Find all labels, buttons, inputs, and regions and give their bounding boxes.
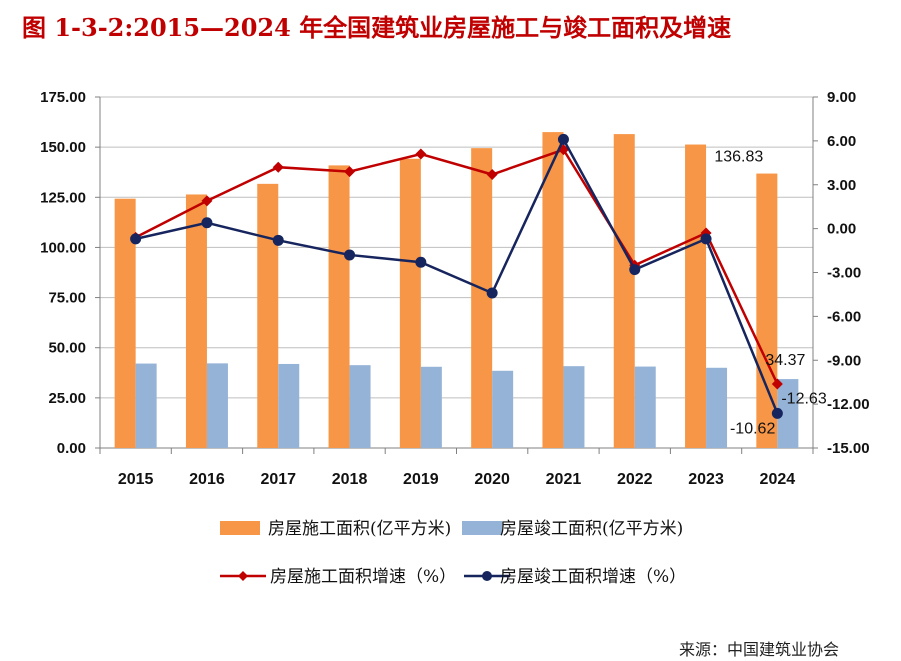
title-prefix: 图 xyxy=(22,14,55,42)
y-right-tick: -12.00 xyxy=(827,396,870,413)
construction-area-bar xyxy=(542,132,564,448)
x-tick-label: 2015 xyxy=(118,471,154,488)
completion-area-bar xyxy=(706,367,728,448)
legend-label: 房屋竣工面积(亿平方米) xyxy=(500,519,683,539)
completion-growth-point xyxy=(486,287,498,299)
construction-area-bar xyxy=(328,165,350,449)
completion-area-bar xyxy=(349,365,371,448)
chart-title: 图 1-3-2:2015—2024 年全国建筑业房屋施工与竣工面积及增速 xyxy=(22,8,731,43)
construction-area-bar xyxy=(613,134,635,448)
legend-label: 房屋竣工面积增速（%） xyxy=(500,567,686,587)
construction-growth-point xyxy=(771,378,783,390)
legend-marker xyxy=(482,571,492,581)
construction-area-bar xyxy=(685,144,707,448)
completion-growth-point xyxy=(771,407,783,419)
construction-growth-point xyxy=(344,166,356,178)
y-left-tick: 50.00 xyxy=(48,340,86,357)
x-tick-label: 2017 xyxy=(260,471,296,488)
completion-growth-point xyxy=(629,264,641,276)
y-left-tick: 175.00 xyxy=(40,89,86,106)
legend-label: 房屋施工面积增速（%） xyxy=(270,567,456,587)
y-right-tick: -15.00 xyxy=(827,440,870,457)
data-label: 34.37 xyxy=(765,352,805,369)
y-right-tick: 3.00 xyxy=(827,177,856,194)
legend-swatch xyxy=(220,521,260,535)
completion-growth-line xyxy=(135,136,779,414)
completion-area-bar xyxy=(420,366,442,448)
construction-growth-point xyxy=(486,169,498,181)
data-label: -10.62 xyxy=(730,420,775,437)
data-label: -12.63 xyxy=(781,390,826,407)
y-left-tick: 150.00 xyxy=(40,139,86,156)
y-left-tick: 75.00 xyxy=(48,290,86,307)
completion-area-bar xyxy=(278,363,300,448)
construction-area-bar xyxy=(471,148,493,448)
legend-swatch xyxy=(462,521,502,535)
x-tick-label: 2020 xyxy=(474,471,510,488)
completion-growth-point xyxy=(700,233,712,245)
x-tick-label: 2023 xyxy=(688,471,724,488)
y-right-tick: -9.00 xyxy=(827,352,861,369)
completion-area-bar xyxy=(492,370,514,448)
construction-growth-point xyxy=(415,148,427,160)
completion-area-bar xyxy=(206,363,228,448)
completion-growth-point xyxy=(557,133,569,145)
construction-area-bar xyxy=(257,183,279,449)
construction-growth-point xyxy=(201,195,213,207)
x-tick-label: 2019 xyxy=(403,471,439,488)
completion-growth-point xyxy=(272,234,284,246)
x-tick-label: 2018 xyxy=(332,471,368,488)
title-text: 年全国建筑业房屋施工与竣工面积及增速 xyxy=(299,14,732,42)
construction-growth-point xyxy=(272,161,284,173)
y-right-tick: -6.00 xyxy=(827,308,861,325)
y-left-tick: 0.00 xyxy=(57,440,86,457)
x-tick-label: 2022 xyxy=(617,471,653,488)
construction-growth-line xyxy=(135,148,779,385)
y-left-tick: 125.00 xyxy=(40,189,86,206)
construction-area-bar xyxy=(756,173,778,449)
completion-growth-point xyxy=(130,233,142,245)
y-right-tick: -3.00 xyxy=(827,265,861,282)
completion-growth-point xyxy=(415,256,427,268)
construction-area-bar xyxy=(185,194,207,448)
y-right-tick: 0.00 xyxy=(827,221,856,238)
completion-area-bar xyxy=(563,366,585,448)
x-tick-label: 2016 xyxy=(189,471,225,488)
legend-marker xyxy=(238,571,248,581)
y-left-tick: 25.00 xyxy=(48,390,86,407)
construction-area-bar xyxy=(114,198,136,448)
x-tick-label: 2024 xyxy=(760,471,796,488)
completion-growth-point xyxy=(344,249,356,261)
completion-area-bar xyxy=(777,379,799,448)
completion-growth-point xyxy=(201,217,213,229)
title-years: 1-3-2:2015—2024 xyxy=(54,13,300,42)
y-right-tick: 6.00 xyxy=(827,133,856,150)
source-note: 来源：中国建筑业协会 xyxy=(678,640,839,659)
x-tick-label: 2021 xyxy=(546,471,582,488)
data-label: 136.83 xyxy=(714,149,763,166)
completion-area-bar xyxy=(634,366,656,448)
construction-area-bar xyxy=(399,158,421,448)
legend-label: 房屋施工面积(亿平方米) xyxy=(268,519,451,539)
y-right-tick: 9.00 xyxy=(827,89,856,106)
y-left-tick: 100.00 xyxy=(40,239,86,256)
completion-area-bar xyxy=(135,363,157,448)
